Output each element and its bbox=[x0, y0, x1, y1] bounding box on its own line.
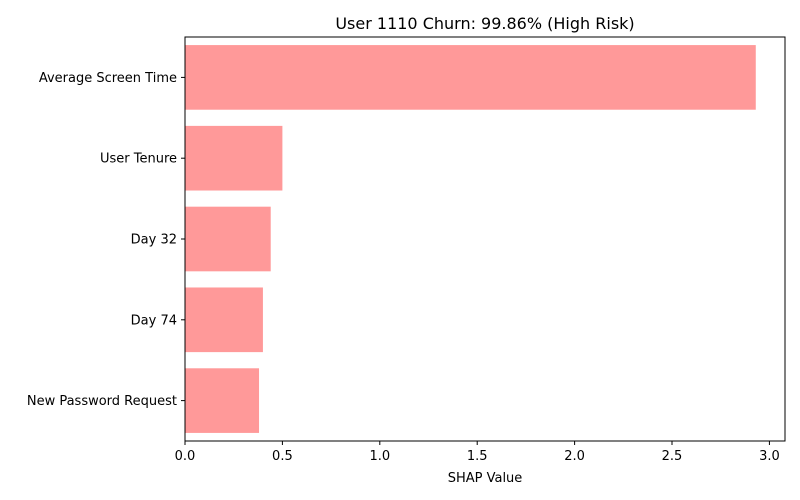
x-tick-label: 1.5 bbox=[467, 449, 488, 464]
y-tick-label: Average Screen Time bbox=[39, 71, 177, 86]
x-tick-label: 2.5 bbox=[662, 449, 683, 464]
x-axis-label: SHAP Value bbox=[448, 471, 523, 486]
x-axis-ticks: 0.0 0.5 1.0 1.5 2.0 2.5 3.0 bbox=[175, 441, 780, 464]
y-tick-label: Day 32 bbox=[131, 233, 177, 248]
bar bbox=[185, 45, 756, 110]
bar bbox=[185, 206, 271, 272]
x-tick-label: 1.0 bbox=[369, 449, 390, 464]
chart-title: User 1110 Churn: 99.86% (High Risk) bbox=[335, 14, 634, 33]
x-tick-label: 2.0 bbox=[564, 449, 585, 464]
bars-group bbox=[185, 45, 756, 433]
x-tick-label: 0.5 bbox=[272, 449, 293, 464]
x-tick-label: 0.0 bbox=[175, 449, 196, 464]
y-axis-ticks: Average Screen Time User Tenure Day 32 Day … bbox=[27, 71, 185, 409]
plot-frame bbox=[184, 36, 786, 442]
y-tick-label: User Tenure bbox=[100, 152, 177, 167]
bar bbox=[185, 368, 260, 433]
bar bbox=[185, 287, 263, 353]
bar bbox=[185, 125, 283, 191]
y-tick-label: Day 74 bbox=[131, 313, 177, 328]
x-tick-label: 3.0 bbox=[759, 449, 780, 464]
y-tick-label: New Password Request bbox=[27, 394, 177, 409]
